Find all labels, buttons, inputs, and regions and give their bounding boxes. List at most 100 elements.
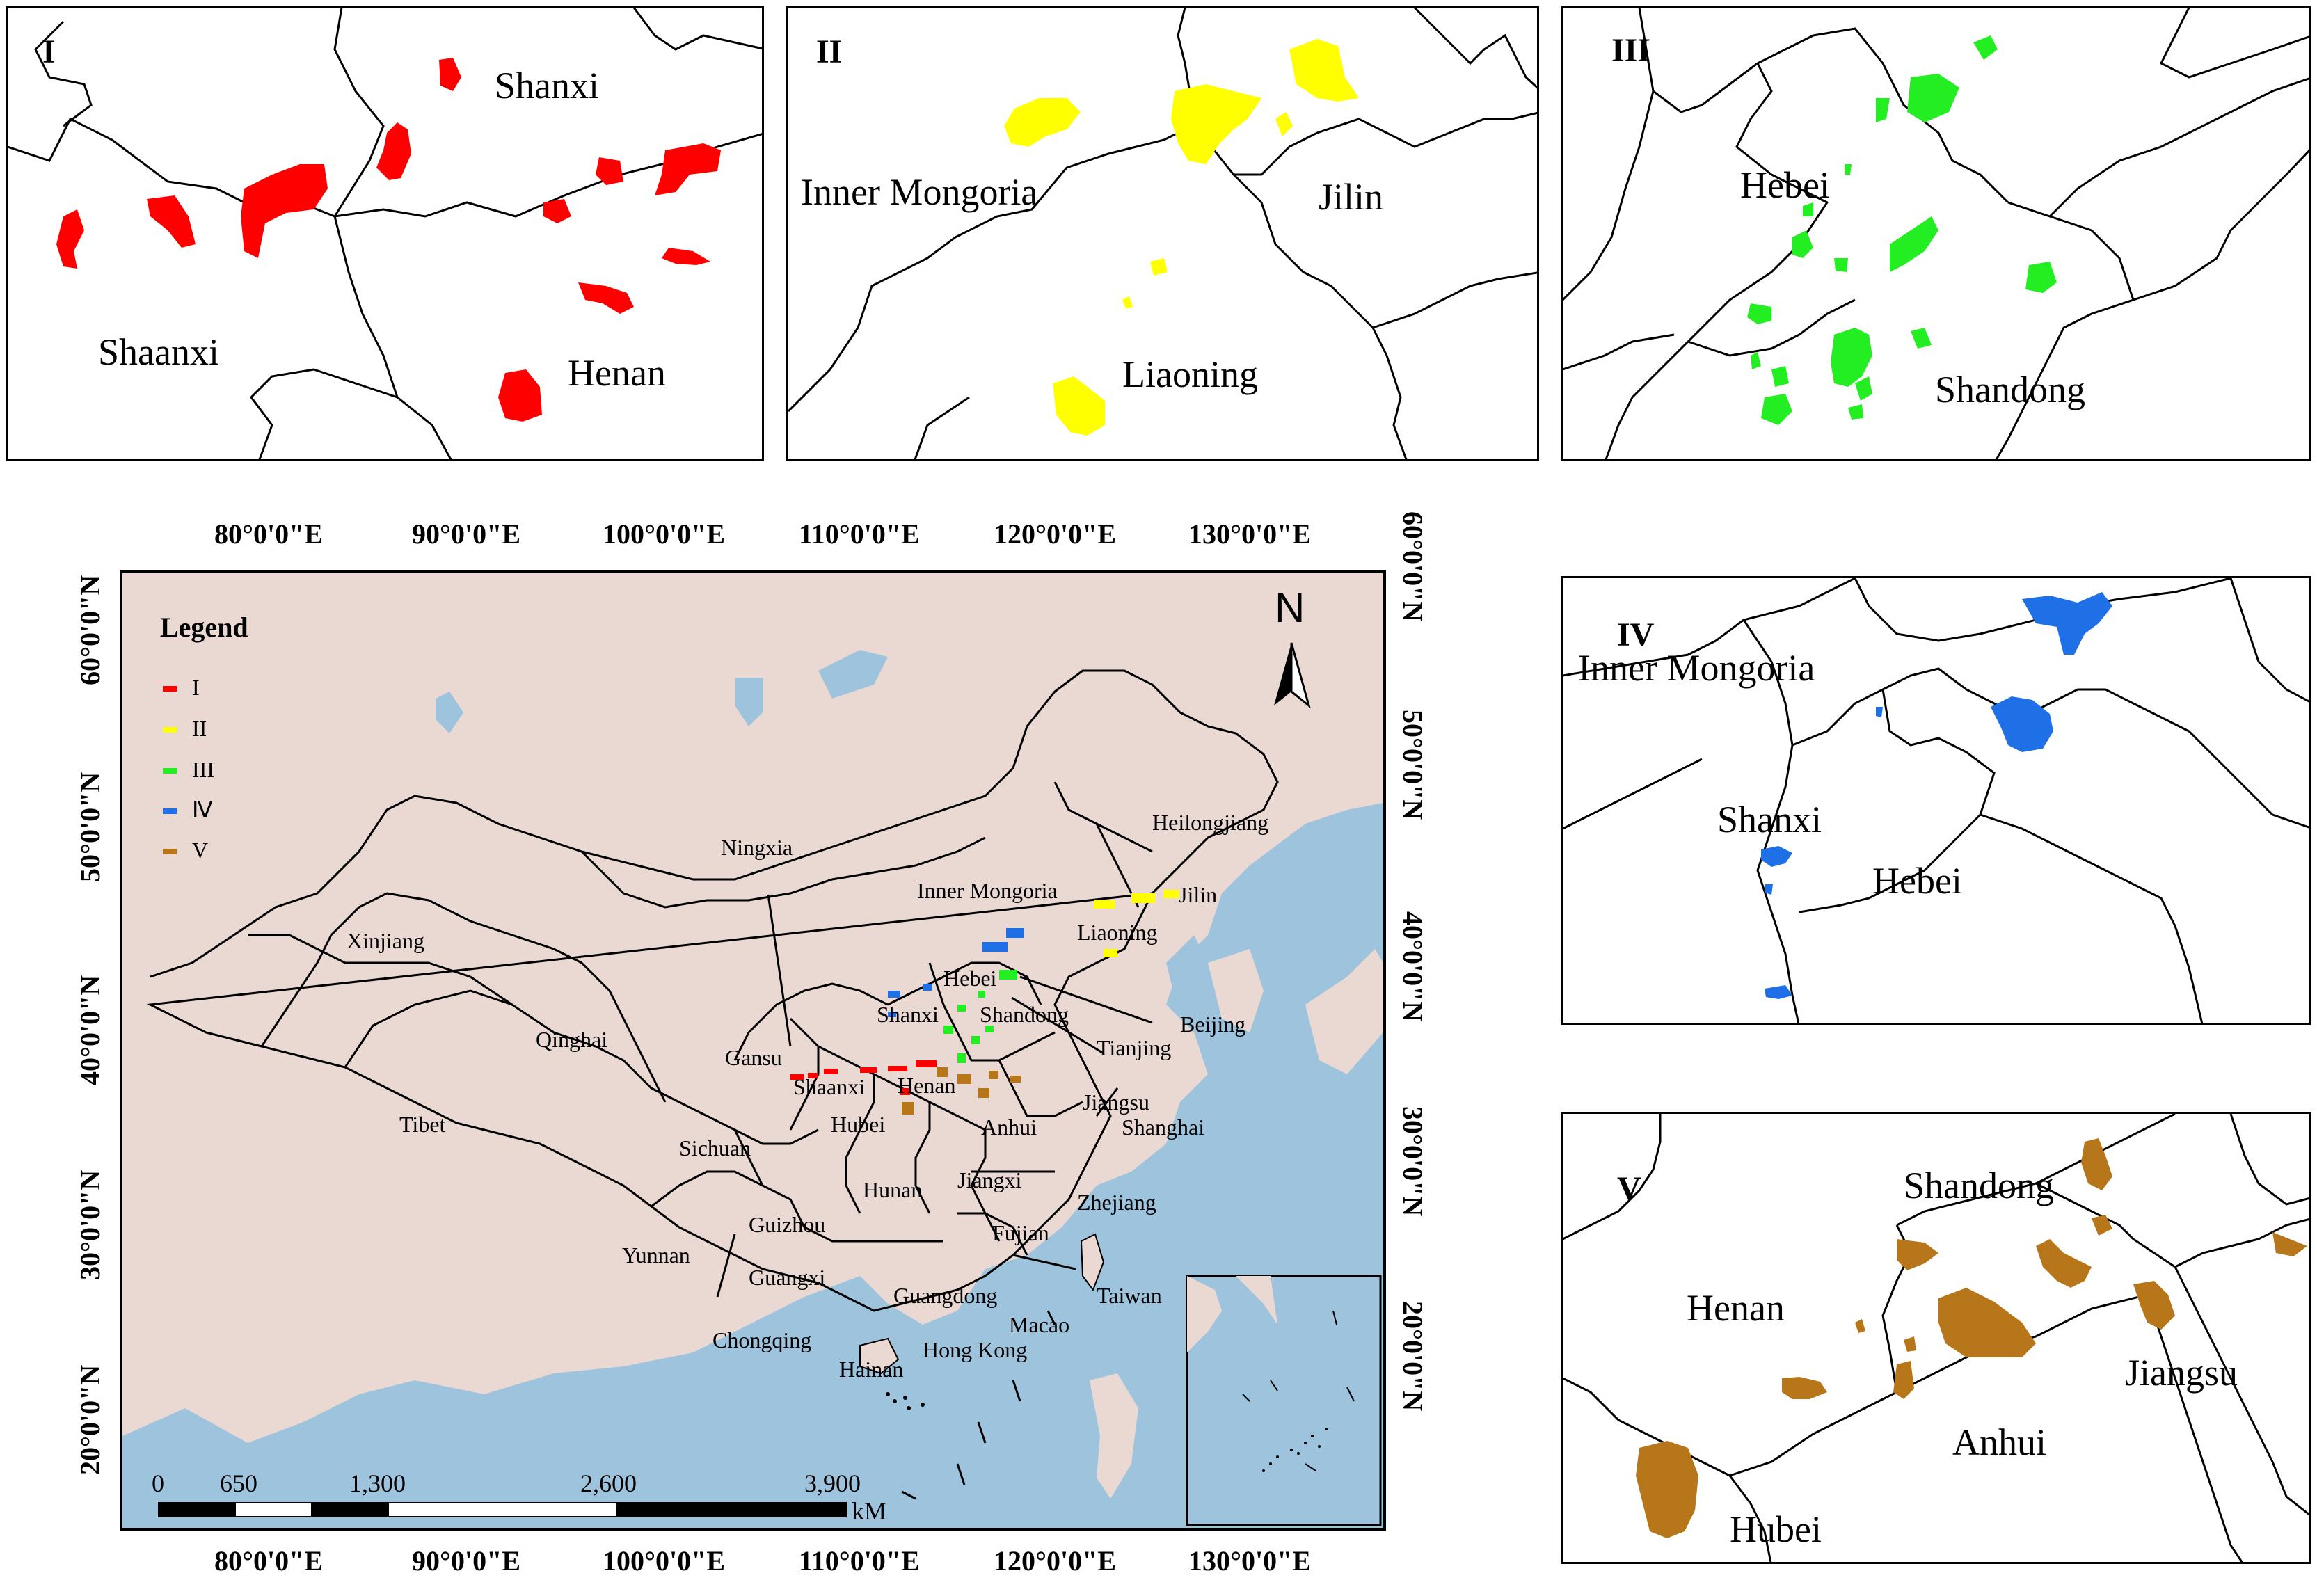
class-II-marks — [1094, 890, 1179, 957]
left-tick-30: 30°0'0"N — [74, 1170, 106, 1280]
panel-II-number: II — [816, 33, 843, 70]
scale-tick-3900: 3,900 — [804, 1469, 861, 1497]
top-tick-130: 130°0'0"E — [1188, 518, 1311, 550]
panel-IV-boundaries — [1563, 578, 2309, 1023]
province-liaoning: Liaoning — [1077, 920, 1158, 945]
panel-V-label-jiangsu: Jiangsu — [2125, 1352, 2238, 1394]
top-tick-100: 100°0'0"E — [603, 518, 725, 550]
province-inner-mongoria: Inner Mongoria — [917, 878, 1058, 903]
province-guizhou: Guizhou — [749, 1212, 826, 1237]
panel-IV-areas — [1761, 592, 2112, 999]
right-tick-30: 30°0'0"N — [1397, 1106, 1428, 1217]
province-heilongjiang: Heilongjiang — [1152, 810, 1269, 835]
right-tick-50: 50°0'0"N — [1397, 710, 1428, 820]
panel-IV-label-inner-mongoria: Inner Mongoria — [1578, 647, 1815, 689]
panel-III-boundaries — [1563, 8, 2309, 459]
top-tick-110: 110°0'0"E — [799, 518, 920, 550]
class-IV-marks — [888, 928, 1024, 1017]
province-shanghai: Shanghai — [1122, 1115, 1205, 1140]
bottom-tick-130: 130°0'0"E — [1188, 1545, 1311, 1577]
province-hainan: Hainan — [839, 1357, 904, 1382]
panel-V-label-shandong: Shandong — [1904, 1165, 2054, 1206]
province-jilin: Jilin — [1179, 882, 1218, 907]
right-tick-20: 20°0'0"N — [1397, 1301, 1428, 1412]
panel-V: V Shandong Henan Jiangsu Anhui Hubei — [1561, 1112, 2311, 1564]
panel-II-label-jilin: Jilin — [1319, 176, 1384, 218]
legend-title: Legend — [160, 612, 248, 643]
panel-I-label-henan: Henan — [568, 352, 666, 394]
scale-bar — [158, 1502, 847, 1517]
panel-I: I Shanxi Shaanxi Henan — [6, 6, 764, 461]
panel-IV-label-shanxi: Shanxi — [1717, 799, 1822, 840]
province-boundaries — [146, 669, 1279, 1312]
left-tick-40: 40°0'0"N — [74, 975, 106, 1085]
province-chongqing: Chongqing — [712, 1327, 812, 1352]
panel-I-boundaries — [8, 8, 762, 459]
province-jiangsu: Jiangsu — [1083, 1090, 1149, 1115]
province-shandong: Shandong — [980, 1002, 1069, 1027]
panel-V-number: V — [1617, 1170, 1641, 1207]
panel-III: III Hebei Shandong — [1561, 6, 2311, 461]
legend-swatches — [163, 686, 177, 854]
scale-tick-1300: 1,300 — [349, 1469, 406, 1497]
province-guangdong: Guangdong — [893, 1283, 998, 1308]
legend-item-I: I — [192, 675, 200, 700]
panel-I-areas — [56, 58, 721, 422]
panel-II-label-inner-mongoria: Inner Mongoria — [801, 171, 1038, 213]
panel-V-label-anhui: Anhui — [1952, 1421, 2046, 1463]
legend-item-V: V — [192, 838, 209, 863]
panel-I-number: I — [42, 33, 56, 70]
panel-II: II Inner Mongoria Jilin Liaoning — [786, 6, 1539, 461]
province-ningxia: Ningxia — [721, 835, 793, 860]
panel-III-number: III — [1611, 32, 1651, 69]
province-zhejiang: Zhejiang — [1077, 1190, 1156, 1215]
province-henan: Henan — [898, 1073, 956, 1098]
scale-tick-2600: 2,600 — [580, 1469, 637, 1497]
province-beijing: Beijing — [1180, 1012, 1246, 1037]
province-tianjing: Tianjing — [1097, 1035, 1172, 1060]
panel-IV-label-hebei: Hebei — [1872, 860, 1962, 902]
province-anhui: Anhui — [981, 1115, 1037, 1140]
province-fujian: Fujian — [992, 1220, 1049, 1245]
class-I-marks — [790, 1060, 937, 1095]
province-jiangxi: Jiangxi — [957, 1167, 1022, 1192]
bottom-tick-100: 100°0'0"E — [603, 1545, 725, 1577]
left-tick-20: 20°0'0"N — [74, 1364, 106, 1475]
province-hubei: Hubei — [831, 1112, 886, 1137]
province-hebei: Hebei — [943, 966, 997, 991]
province-hong-kong: Hong Kong — [923, 1337, 1028, 1362]
panel-II-areas — [1004, 39, 1359, 436]
left-tick-60: 60°0'0"N — [74, 575, 106, 685]
province-sichuan: Sichuan — [679, 1135, 751, 1160]
top-tick-80: 80°0'0"E — [214, 518, 323, 550]
scale-tick-0: 0 — [152, 1469, 164, 1497]
class-V-marks — [902, 1067, 1021, 1115]
panel-III-label-hebei: Hebei — [1740, 164, 1830, 206]
panel-V-areas — [1636, 1138, 2307, 1538]
panel-III-areas — [1747, 35, 2057, 425]
scale-unit: kM — [852, 1497, 887, 1525]
top-tick-90: 90°0'0"E — [412, 518, 520, 550]
main-map-canvas — [122, 573, 1383, 1528]
right-tick-40: 40°0'0"N — [1397, 911, 1428, 1022]
province-qinghai: Qinghai — [536, 1027, 608, 1052]
bottom-tick-120: 120°0'0"E — [994, 1545, 1116, 1577]
legend-item-IV: Ⅳ — [192, 797, 213, 822]
province-yunnan: Yunnan — [622, 1243, 690, 1268]
class-III-marks — [943, 970, 1017, 1063]
province-gansu: Gansu — [725, 1045, 782, 1070]
province-hunan: Hunan — [863, 1177, 923, 1202]
province-macao: Macao — [1009, 1312, 1070, 1337]
province-shaanxi: Shaanxi — [793, 1074, 866, 1099]
province-taiwan: Taiwan — [1097, 1283, 1162, 1308]
scale-tick-650: 650 — [220, 1469, 257, 1497]
main-map: Legend I II III Ⅳ V N 0 650 1,300 2,600 … — [120, 570, 1386, 1531]
province-xinjiang: Xinjiang — [347, 928, 424, 953]
panel-V-boundaries — [1563, 1114, 2309, 1562]
panel-I-label-shanxi: Shanxi — [495, 65, 600, 106]
north-label: N — [1275, 584, 1305, 631]
legend-item-II: II — [192, 716, 207, 741]
panel-II-label-liaoning: Liaoning — [1122, 353, 1258, 395]
north-arrow-icon — [1274, 642, 1311, 709]
province-guangxi: Guangxi — [749, 1265, 826, 1290]
